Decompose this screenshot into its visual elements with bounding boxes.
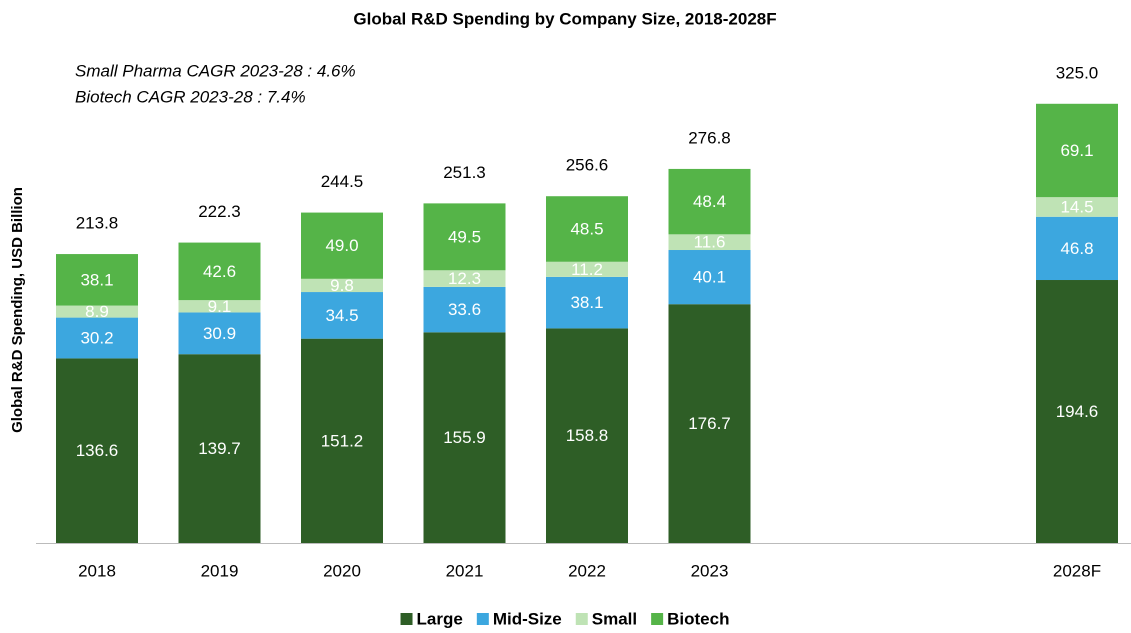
bar-segment — [178, 312, 261, 355]
bar-segment — [546, 276, 628, 329]
value-label: 33.6 — [448, 300, 481, 319]
total-label: 213.8 — [76, 214, 119, 233]
bar-segment — [546, 328, 628, 543]
bar-segment — [178, 300, 261, 313]
bar-segment — [546, 196, 628, 262]
value-label: 12.3 — [448, 269, 481, 288]
bar-segment — [1036, 197, 1118, 217]
value-label: 155.9 — [443, 428, 486, 447]
value-label: 46.8 — [1060, 239, 1093, 258]
value-label: 194.6 — [1056, 402, 1099, 421]
value-label: 11.6 — [694, 233, 726, 252]
bar-segment — [301, 338, 383, 543]
legend-swatch — [651, 613, 664, 625]
bar-segment — [301, 212, 383, 279]
bar-segment — [301, 278, 383, 293]
total-label: 244.5 — [321, 172, 364, 191]
value-label: 176.7 — [688, 414, 731, 433]
bar-segment — [668, 234, 751, 251]
x-tick-label: 2019 — [201, 561, 239, 580]
value-label: 30.2 — [80, 328, 113, 347]
total-label: 251.3 — [443, 163, 486, 182]
x-tick-label: 2022 — [568, 561, 606, 580]
bar-segment — [56, 317, 138, 359]
total-label: 325.0 — [1056, 63, 1099, 82]
y-axis-label: Global R&D Spending, USD Billion — [9, 187, 26, 433]
x-tick-label: 2023 — [691, 561, 729, 580]
total-label: 276.8 — [688, 128, 731, 147]
x-tick-label: 2020 — [323, 561, 361, 580]
value-label: 9.1 — [208, 297, 232, 316]
bar-segment — [56, 358, 138, 543]
value-label: 34.5 — [325, 306, 358, 325]
value-label: 11.2 — [571, 260, 603, 279]
bar-segment — [301, 292, 383, 339]
value-label: 38.1 — [570, 293, 603, 312]
annotation: Small Pharma CAGR 2023-28 : 4.6% — [75, 61, 356, 80]
x-tick-label: 2028F — [1053, 561, 1101, 580]
legend-label: Mid-Size — [493, 609, 562, 628]
annotation: Biotech CAGR 2023-28 : 7.4% — [75, 87, 306, 106]
legend-label: Small — [592, 609, 637, 628]
value-label: 158.8 — [566, 426, 609, 445]
legend-swatch — [476, 613, 489, 625]
value-label: 14.5 — [1060, 197, 1093, 216]
x-tick-label: 2018 — [78, 561, 116, 580]
value-label: 48.5 — [570, 219, 603, 238]
bar-segment — [1036, 280, 1118, 543]
bar-segment — [668, 250, 751, 305]
bar-segment — [423, 203, 506, 271]
value-label: 30.9 — [203, 324, 236, 343]
x-tick-label: 2021 — [446, 561, 484, 580]
value-label: 69.1 — [1060, 141, 1093, 160]
bar-segment — [668, 168, 751, 235]
bar-segment — [423, 270, 506, 287]
legend-label: Biotech — [667, 609, 729, 628]
value-label: 49.0 — [325, 236, 358, 255]
bar-segment — [56, 305, 138, 318]
bar-segment — [178, 354, 261, 543]
bar-segment — [668, 304, 751, 543]
value-label: 42.6 — [203, 262, 236, 281]
total-label: 222.3 — [198, 202, 241, 221]
total-label: 256.6 — [566, 156, 609, 175]
value-label: 8.9 — [85, 302, 109, 321]
bar-segment — [423, 332, 506, 543]
value-label: 38.1 — [80, 270, 113, 289]
value-label: 40.1 — [693, 268, 726, 287]
bar-segment — [1036, 216, 1118, 281]
legend-swatch — [575, 613, 588, 625]
chart-title: Global R&D Spending by Company Size, 201… — [353, 9, 776, 28]
bar-segment — [178, 242, 261, 301]
value-label: 151.2 — [321, 431, 364, 450]
bar-segment — [56, 254, 138, 306]
bar-segment — [423, 286, 506, 333]
legend-swatch — [400, 613, 413, 625]
value-label: 136.6 — [76, 441, 119, 460]
value-label: 49.5 — [448, 227, 481, 246]
value-label: 9.8 — [330, 276, 354, 295]
bar-segment — [1036, 103, 1118, 198]
bar-segment — [546, 261, 628, 277]
value-label: 48.4 — [693, 192, 726, 211]
legend-label: Large — [417, 609, 463, 628]
value-label: 139.7 — [198, 439, 241, 458]
